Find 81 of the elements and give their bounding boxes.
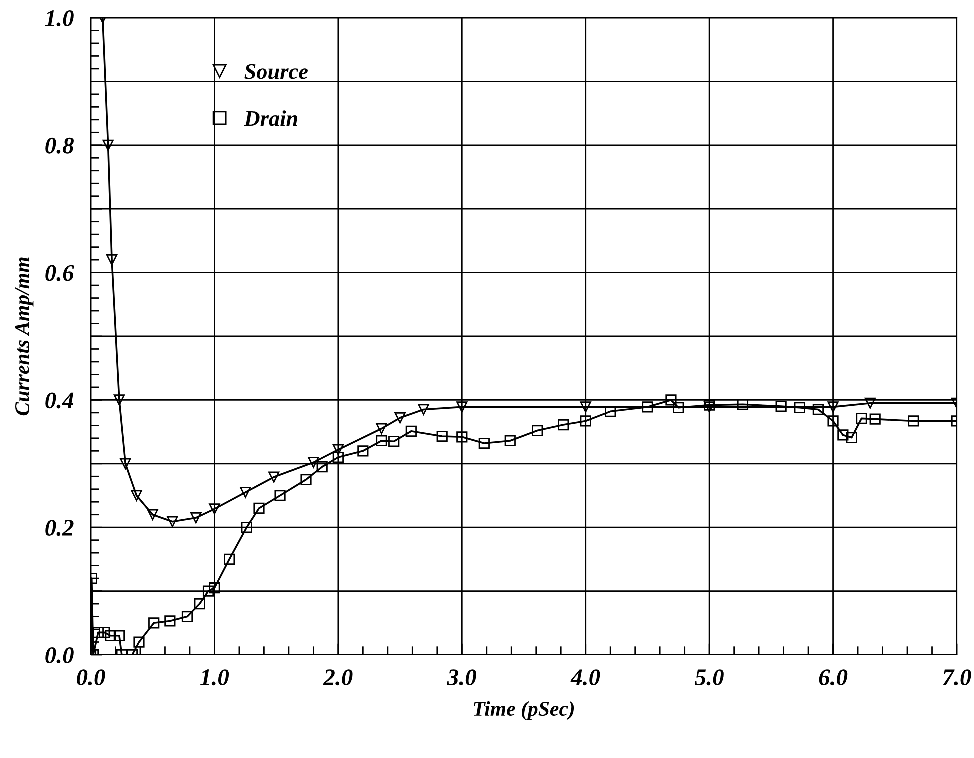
point xyxy=(114,394,126,406)
point xyxy=(106,254,118,266)
point xyxy=(737,399,749,410)
point xyxy=(812,404,824,416)
point xyxy=(240,487,252,498)
point xyxy=(794,402,806,414)
point xyxy=(394,412,406,424)
point xyxy=(209,504,220,515)
legend-label: Drain xyxy=(244,110,298,126)
y-tick-label: 0.6 xyxy=(46,265,74,282)
point xyxy=(202,586,214,597)
point xyxy=(456,432,468,443)
point xyxy=(268,472,280,483)
x-tick-label: 5.0 xyxy=(695,670,724,686)
point xyxy=(478,438,490,450)
point xyxy=(673,402,684,414)
point xyxy=(274,490,286,502)
point xyxy=(376,423,388,434)
point xyxy=(164,616,176,627)
point xyxy=(332,452,344,464)
point xyxy=(908,416,920,427)
point xyxy=(105,630,116,642)
point xyxy=(209,582,220,594)
point xyxy=(241,522,252,534)
point xyxy=(92,627,104,638)
point xyxy=(131,490,142,502)
point xyxy=(358,446,369,457)
y-axis-title: Currents Amp/mm xyxy=(15,258,34,416)
point xyxy=(182,611,194,622)
point xyxy=(580,416,592,427)
x-tick-label: 3.0 xyxy=(447,670,476,686)
point xyxy=(838,430,849,441)
point xyxy=(580,402,592,413)
point xyxy=(102,140,114,151)
point xyxy=(190,512,202,524)
point xyxy=(828,402,839,413)
point xyxy=(148,618,160,629)
point xyxy=(134,636,145,648)
point xyxy=(114,630,126,642)
legend-label: Source xyxy=(244,64,308,80)
point xyxy=(308,457,320,468)
point xyxy=(388,436,400,448)
point xyxy=(856,413,868,424)
point xyxy=(436,430,448,442)
point xyxy=(332,444,344,456)
point xyxy=(376,435,388,447)
x-tick-label: 1.0 xyxy=(200,670,230,686)
x-tick-label: 7.0 xyxy=(943,670,972,686)
point xyxy=(300,474,312,486)
point xyxy=(167,516,178,528)
y-tick-label: 0.8 xyxy=(46,138,74,154)
point xyxy=(864,398,876,409)
point xyxy=(776,401,787,412)
x-tick-label: 0.0 xyxy=(77,670,106,686)
point xyxy=(254,502,265,514)
point xyxy=(870,414,881,425)
point xyxy=(194,598,206,610)
point xyxy=(120,458,132,470)
point xyxy=(666,394,677,406)
point xyxy=(406,426,417,437)
point xyxy=(558,419,570,431)
x-axis-title: Time (pSec) xyxy=(474,701,574,720)
point xyxy=(418,404,430,416)
point xyxy=(224,554,236,566)
point xyxy=(828,416,839,427)
y-tick-label: 0.0 xyxy=(46,647,74,664)
y-tick-label: 0.2 xyxy=(46,520,74,536)
point xyxy=(147,509,158,520)
x-tick-label: 2.0 xyxy=(323,670,353,686)
point xyxy=(642,402,654,413)
point xyxy=(532,425,544,436)
point xyxy=(316,462,328,473)
y-tick-label: 0.4 xyxy=(46,392,74,409)
point xyxy=(504,435,516,447)
point xyxy=(605,406,616,418)
point xyxy=(456,402,468,413)
y-tick-label: 1.0 xyxy=(45,10,74,27)
x-tick-label: 6.0 xyxy=(819,670,848,686)
x-tick-label: 4.0 xyxy=(570,670,600,686)
point xyxy=(99,627,110,638)
point xyxy=(846,432,858,444)
